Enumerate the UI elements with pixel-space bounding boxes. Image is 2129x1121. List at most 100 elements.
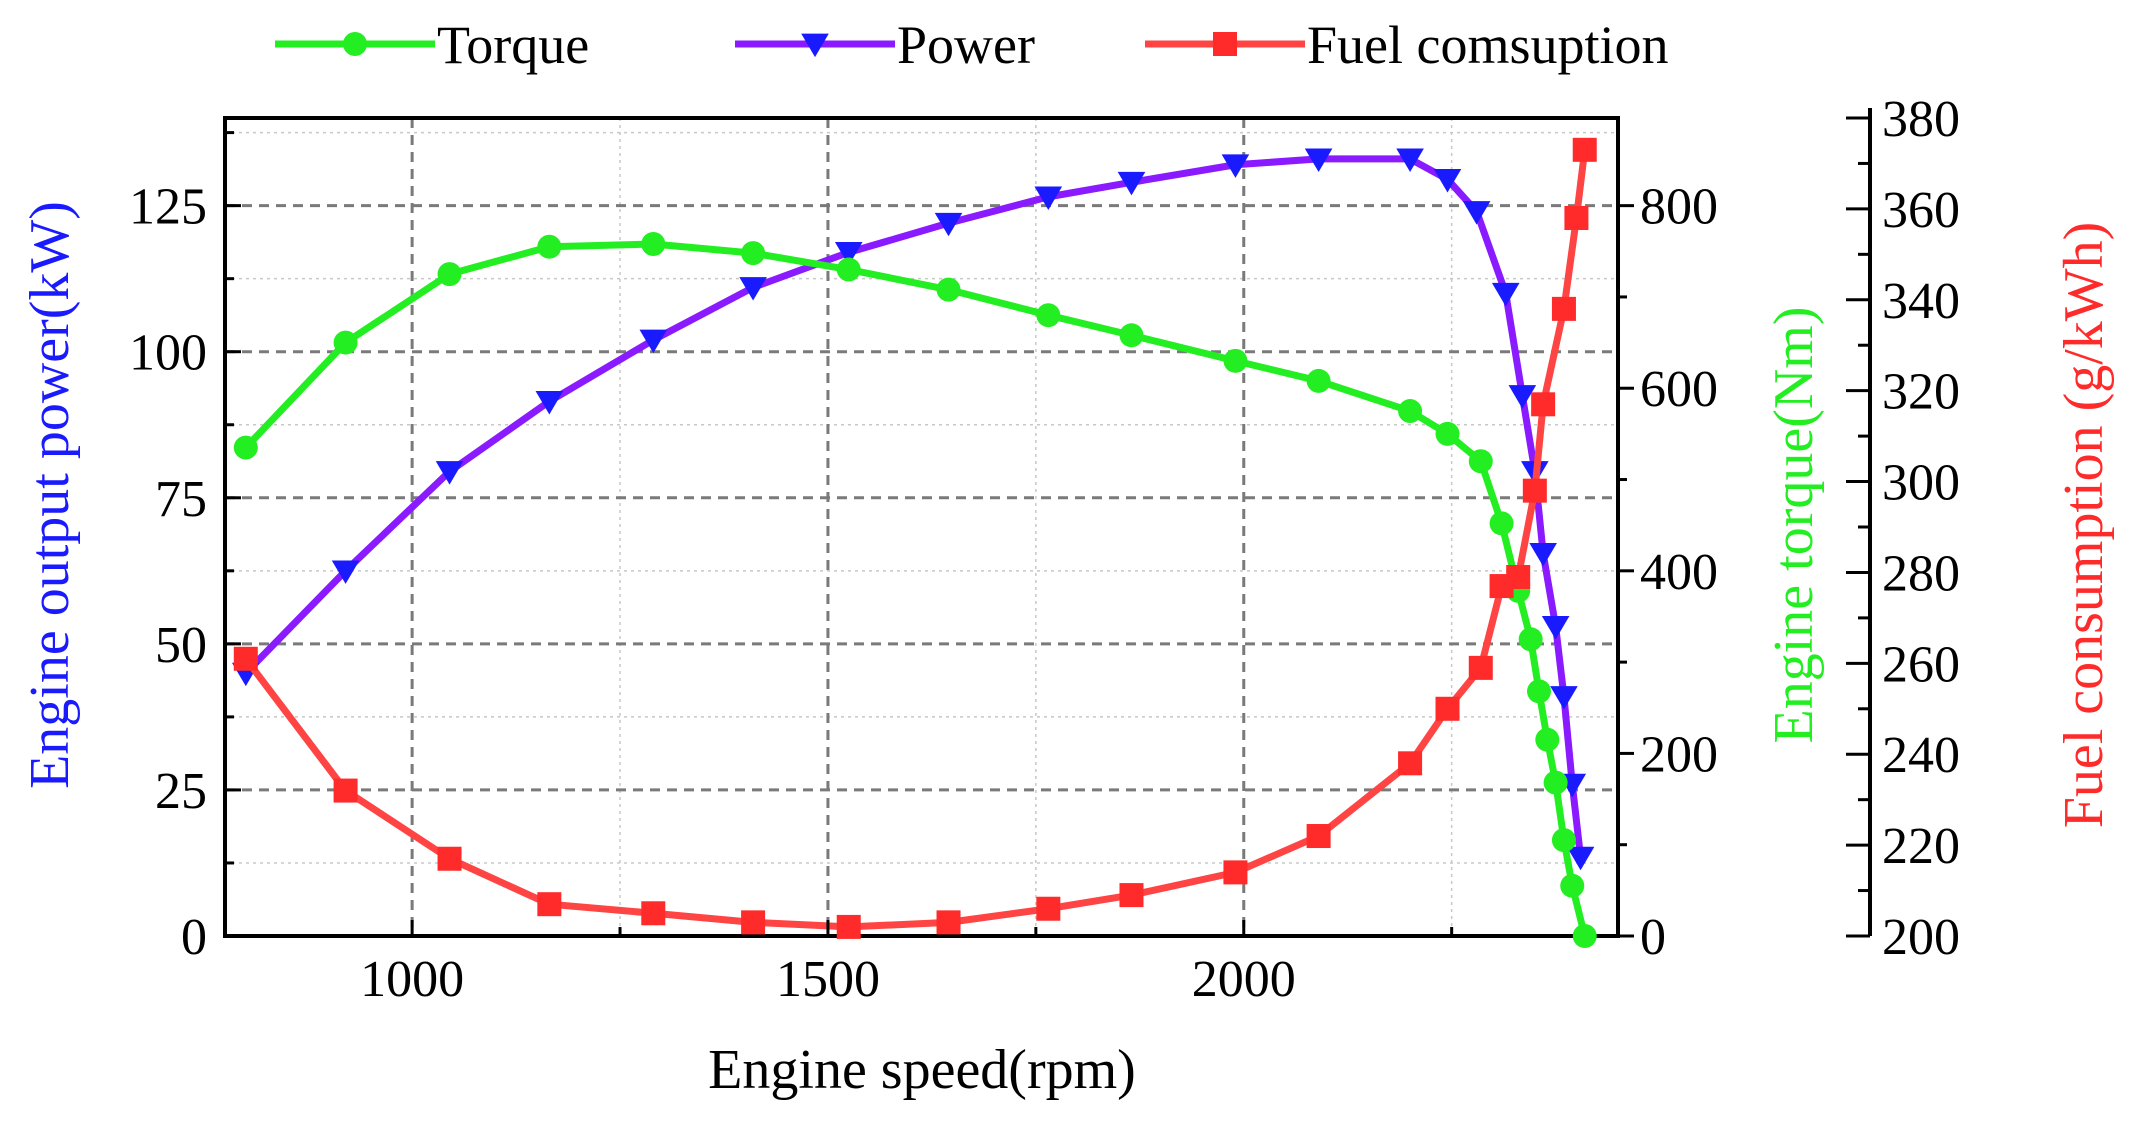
legend-item-fuel-comsuption: Fuel comsuption [1145,15,1669,75]
torque-point [1223,348,1248,373]
power-point [1462,201,1491,225]
fuel-tick-label: 260 [1882,636,1960,693]
fuel-comsuption-point [936,910,961,935]
legend-marker [1213,32,1237,56]
power-point [934,212,963,237]
power-tick-label: 25 [155,763,207,820]
series-torque [233,231,1597,948]
power-point [1396,148,1424,173]
torque-tick-label: 0 [1640,909,1666,966]
torque-point [641,231,666,256]
power-point [331,560,360,584]
power-point [1566,846,1595,871]
power-point [1117,171,1146,196]
fuel-comsuption-point [836,914,861,939]
power-point [1034,186,1063,210]
fuel-comsuption-point [1223,860,1248,885]
fuel-comsuption-point [1435,696,1460,721]
fuel-comsuption-point [741,910,766,935]
legend-marker [343,32,367,56]
x-tick-label: 1000 [360,951,464,1008]
series-fuel-comsuption [233,137,1597,939]
plot-border [223,116,1620,938]
torque-point [936,277,961,302]
power-point [834,242,863,266]
torque-tick-label: 600 [1640,361,1718,418]
fuel-comsuption-point [1522,478,1547,503]
power-point [1508,385,1537,409]
legend-label: Torque [437,15,589,75]
torque-tick-label: 800 [1640,179,1718,236]
torque-point [1572,924,1597,948]
power-point [639,329,668,354]
x-axis-label: Engine speed(rpm) [708,1039,1136,1101]
fuel-comsuption-point [1506,564,1531,589]
fuel-tick-label: 300 [1882,455,1960,512]
fuel-comsuption-point [233,646,258,671]
fuel-comsuption-point [1531,392,1556,417]
torque-point [1306,368,1331,393]
torque-point [1119,323,1144,348]
torque-point [333,330,358,355]
torque-axis-label: Engine torque(Nm) [1763,307,1825,744]
torque-point [1560,873,1585,898]
power-tick-label: 125 [129,179,207,236]
fuel-comsuption-point [1036,896,1061,921]
power-point [1221,154,1250,178]
power-point [1304,148,1333,173]
power-point [1433,169,1462,193]
power-tick-label: 100 [129,325,207,382]
power-tick-label: 0 [181,909,207,966]
legend: Torque Power Fuel comsuption [275,15,1669,75]
fuel-comsuption-point [1468,655,1493,680]
fuel-comsuption-point [537,892,562,917]
x-tick-label: 2000 [1192,951,1296,1008]
axes-group: 1000 1500 2000 0 25 50 75 100 125 0 200 400 600 800 20… [129,91,1960,1008]
torque-tick-label: 400 [1640,544,1718,601]
power-point [739,277,767,301]
legend-item-power: Power [735,15,1035,75]
fuel-comsuption-point [437,846,462,871]
fuel-comsuption-line [243,149,1589,931]
x-tick-label: 1500 [776,951,880,1008]
fuel-tick-label: 380 [1882,91,1960,148]
legend-marker [801,33,829,58]
torque-point [836,257,861,282]
torque-point [1551,828,1576,853]
torque-point [1526,679,1551,704]
power-point [435,461,464,485]
power-point [1550,686,1578,710]
series-power [231,148,1595,871]
torque-point [1398,399,1423,424]
fuel-comsuption-point [333,778,358,803]
torque-point [537,234,562,259]
fuel-axis-label: Fuel consumption (g/kWh) [2053,222,2115,829]
power-point [535,391,564,415]
fuel-tick-label: 220 [1882,818,1960,875]
power-point [1491,282,1520,307]
fuel-comsuption-point [1398,751,1423,776]
fuel-tick-label: 320 [1882,364,1960,421]
legend-label: Fuel comsuption [1307,15,1669,75]
legend-item-torque: Torque [275,15,589,75]
fuel-tick-label: 200 [1882,909,1960,966]
power-tick-label: 50 [155,617,207,674]
fuel-tick-label: 280 [1882,545,1960,602]
torque-point [1468,449,1493,474]
plot-frame [223,116,1620,938]
fuel-comsuption-point [641,901,666,926]
power-point [1541,615,1570,640]
fuel-comsuption-point [1564,205,1589,230]
torque-point [1435,421,1460,446]
torque-point [1489,511,1514,536]
power-tick-label: 75 [155,471,207,528]
torque-tick-label: 200 [1640,726,1718,783]
torque-point [1543,770,1568,795]
torque-point [1518,627,1543,652]
fuel-tick-label: 240 [1882,727,1960,784]
torque-point [1036,303,1061,328]
fuel-tick-label: 340 [1882,273,1960,330]
series-group [231,137,1597,948]
power-axis-label: Engine output power(kW) [19,201,81,789]
